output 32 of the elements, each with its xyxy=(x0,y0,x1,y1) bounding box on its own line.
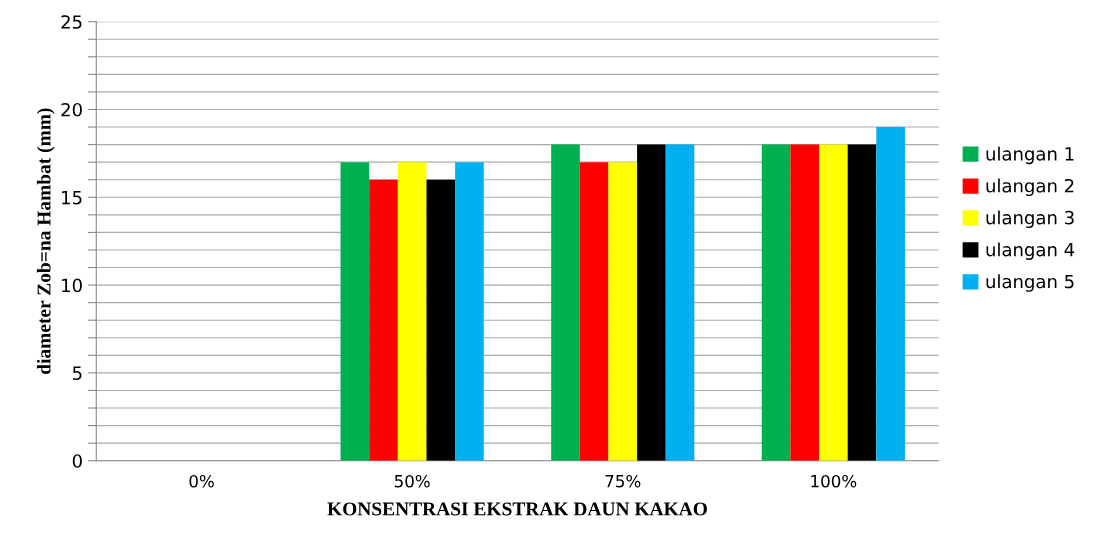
y-tick-label: 5 xyxy=(72,366,82,381)
y-tick-label: 0 xyxy=(72,454,82,468)
y-tick-label: 15 xyxy=(62,190,82,205)
legend-label: ulangan 1 xyxy=(986,146,1074,165)
x-tick-label: 50% xyxy=(394,474,430,488)
bar xyxy=(608,162,638,461)
bar xyxy=(551,144,580,461)
y-tick-label: 25 xyxy=(61,15,82,29)
bar xyxy=(819,144,848,461)
bar xyxy=(876,127,905,461)
bar xyxy=(665,144,695,461)
bar xyxy=(579,162,609,461)
legend-label: ulangan 4 xyxy=(986,242,1075,260)
legend-label: ulangan 5 xyxy=(986,274,1074,292)
y-tick-label: 20 xyxy=(61,102,82,117)
bar xyxy=(847,144,877,461)
x-tick-label: 0% xyxy=(189,474,214,488)
bar xyxy=(369,179,398,461)
legend-label: ulangan 3 xyxy=(986,210,1074,228)
x-tick-label: 100% xyxy=(811,474,857,488)
bar xyxy=(426,179,456,461)
x-axis-title: KONSENTRASI EKSTRAK DAUN KAKAO xyxy=(327,502,707,516)
bar xyxy=(637,144,666,461)
bar xyxy=(455,162,484,461)
bar xyxy=(340,162,370,461)
bar xyxy=(761,144,791,461)
x-tick-label: 75% xyxy=(605,474,641,488)
bar xyxy=(790,144,820,461)
legend-label: ulangan 2 xyxy=(986,178,1074,197)
bar xyxy=(397,162,427,461)
y-axis-title: diameter Zob=na Hambat (mm) xyxy=(36,108,55,375)
y-tick-label: 10 xyxy=(62,278,82,293)
